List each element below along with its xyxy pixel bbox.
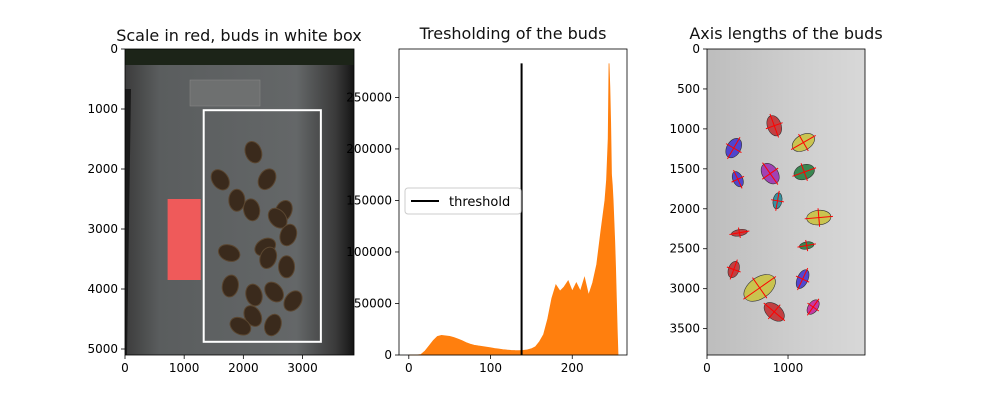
legend-label: threshold (449, 195, 510, 210)
bud-minor-axis (771, 199, 784, 203)
bud-photo (244, 141, 263, 164)
panel2-ytick-label: 0 (384, 348, 392, 362)
panel2-xtick-label: 100 (479, 361, 502, 375)
bud-photo (221, 274, 239, 298)
panel2-title: Tresholding of the buds (419, 24, 607, 43)
panel2-xtick-label: 200 (561, 361, 584, 375)
bud-photo (264, 281, 284, 303)
bud-segment (726, 259, 741, 280)
bud-minor-axis (800, 163, 808, 181)
panel3-ytick-label: 2000 (669, 202, 700, 216)
bud-segment (729, 227, 750, 239)
bud-minor-axis (795, 275, 810, 283)
legend: threshold (404, 187, 522, 215)
panel1-ytick-label: 2000 (87, 162, 118, 176)
panel1-xtick-label: 3000 (287, 361, 318, 375)
scale-red-rect (167, 199, 201, 280)
bud-segment (763, 302, 786, 322)
bud-photo (228, 188, 246, 212)
bud-photo (264, 313, 282, 337)
panel3-ytick-label: 1000 (669, 122, 700, 136)
panel1-title: Scale in red, buds in white box (116, 26, 362, 45)
panel3-xtick-label: 0 (703, 361, 711, 375)
panel3-ytick-label: 3000 (669, 282, 700, 296)
bud-minor-axis (805, 239, 809, 252)
panel3-frame (706, 48, 866, 356)
bud-segment (725, 136, 742, 160)
bud-photo (279, 223, 298, 247)
bud-segment (731, 169, 745, 189)
bud-minor-axis (752, 277, 768, 299)
bud-segment (795, 267, 810, 291)
photo-left-edge (125, 89, 131, 355)
bud-segment (804, 208, 833, 227)
panel1-ytick-label: 4000 (87, 282, 118, 296)
panel2-ytick-label: 100000 (346, 245, 392, 259)
panel1-xtick-label: 0 (121, 361, 129, 375)
panel3-ytick-label: 500 (677, 82, 700, 96)
bud-segment (790, 133, 816, 152)
bud-photo (257, 168, 277, 191)
panel2-ytick-label: 200000 (346, 142, 392, 156)
bud-photo (278, 255, 296, 279)
panel2-ytick-label: 50000 (354, 296, 392, 310)
bud-minor-axis (765, 122, 783, 130)
bud-photo (229, 316, 252, 336)
panel2-ytick-label: 150000 (346, 193, 392, 207)
bud-minor-axis (726, 266, 741, 273)
bud-minor-axis (767, 304, 781, 320)
bud-segment (765, 113, 783, 138)
bud-segment (771, 190, 784, 211)
panel3-title: Axis lengths of the buds (689, 24, 883, 43)
bud-white-box (202, 109, 322, 343)
panel1-ytick-label: 3000 (87, 222, 118, 236)
bud-segment (797, 239, 816, 252)
bud-minor-axis (731, 175, 745, 183)
panel1-ytick-label: 0 (110, 42, 118, 56)
panel3-ytick-label: 3500 (669, 322, 700, 336)
histogram-area (408, 63, 619, 356)
photo-label-card (189, 79, 261, 107)
panel2-ytick-label: 250000 (346, 90, 392, 104)
bud-segment (760, 162, 780, 185)
bud-segment (806, 298, 820, 316)
bud-minor-axis (738, 227, 741, 239)
panel1-xtick-label: 1000 (169, 361, 200, 375)
bud-photo (245, 283, 263, 307)
panel1-ytick-label: 1000 (87, 102, 118, 116)
bud-minor-axis (817, 208, 821, 227)
segmented-shading (707, 49, 865, 355)
panel2-xtick-label: 0 (405, 361, 413, 375)
panel3-xtick-label: 1000 (773, 361, 804, 375)
bud-minor-axis (798, 133, 809, 152)
bud-photo (259, 246, 278, 269)
panel2-frame (398, 48, 628, 356)
bud-photo (283, 290, 303, 312)
bud-segment (743, 274, 777, 302)
bud-photo (210, 169, 230, 191)
panel1-ytick-label: 5000 (87, 342, 118, 356)
panel1-xtick-label: 2000 (228, 361, 259, 375)
photo-top-strip (125, 49, 354, 65)
bud-segment (792, 163, 817, 181)
bud-photo (217, 244, 241, 262)
panel3-ytick-label: 1500 (669, 162, 700, 176)
bud-minor-axis (761, 167, 779, 180)
panel3-ytick-label: 2500 (669, 242, 700, 256)
bud-photo (243, 198, 261, 222)
legend-box (404, 187, 522, 215)
panel3-ytick-label: 0 (692, 42, 700, 56)
bud-minor-axis (807, 302, 820, 312)
panel1-frame (124, 48, 355, 356)
bud-minor-axis (725, 143, 742, 153)
